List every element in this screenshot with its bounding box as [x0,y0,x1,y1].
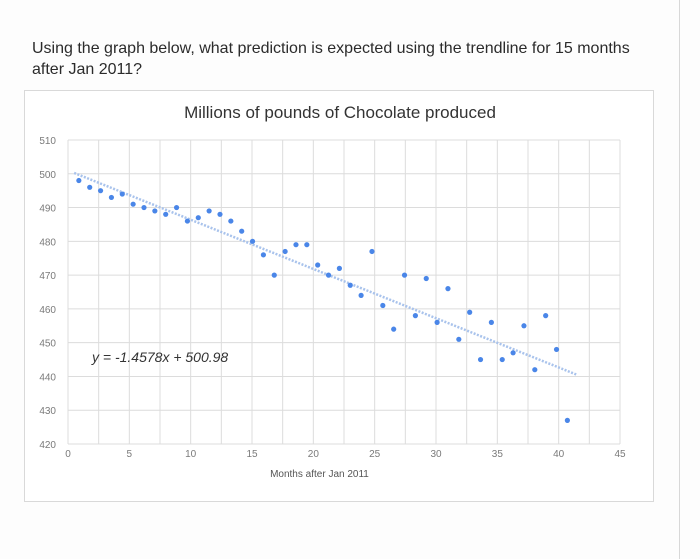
question-line-2: after Jan 2011? [32,61,143,78]
data-point [249,238,256,244]
question-line-1: Using the graph below, what prediction i… [32,40,630,57]
x-tick-label: 20 [308,449,320,460]
x-tick-label: 30 [430,449,442,460]
data-point [293,242,299,248]
y-tick-label: 500 [39,170,56,181]
data-point [315,262,321,268]
y-tick-label: 420 [39,440,56,451]
trendline-equation: y = -1.4578x + 500.98 [91,349,228,365]
data-point [195,215,201,221]
y-tick-label: 490 [39,204,56,215]
x-tick-label: 15 [246,449,258,460]
data-point [369,248,375,255]
data-point [434,319,440,325]
data-point [282,248,288,255]
x-tick-label: 40 [553,449,565,460]
data-point [97,188,104,194]
y-tick-label: 510 [39,136,56,147]
y-tick-label: 430 [39,406,56,417]
data-point [564,417,570,423]
y-tick-label: 460 [39,305,56,316]
data-point [163,211,169,217]
data-point [76,177,82,184]
x-axis-label: Months after Jan 2011 [270,469,369,480]
data-point [347,282,353,288]
data-point [325,272,332,278]
data-point [532,367,538,373]
data-point [510,350,516,356]
data-point [358,292,364,298]
data-point [217,211,223,217]
data-point [543,313,549,319]
x-tick-label: 5 [127,449,133,460]
data-point [130,201,136,207]
data-point [445,286,451,292]
trendline [73,171,578,376]
data-point [477,356,484,363]
y-tick-label: 480 [39,237,56,248]
data-point [141,204,147,211]
data-point [553,346,560,353]
data-point [380,302,386,309]
question-text: Using the graph below, what prediction i… [32,38,652,80]
data-point [260,252,267,258]
data-point [456,336,462,342]
x-tick-label: 10 [185,449,197,460]
data-point [87,184,93,190]
panel-border [679,0,680,559]
data-point [239,228,245,234]
data-point [271,272,277,278]
data-point [228,218,234,224]
data-point [391,326,397,332]
data-point [521,323,527,329]
data-point [467,309,473,315]
data-point [499,356,505,363]
data-point [108,194,115,201]
x-tick-label: 45 [614,449,626,460]
data-point [152,208,158,214]
x-tick-label: 0 [65,449,71,460]
y-tick-label: 440 [39,372,56,383]
data-point [304,242,310,248]
data-point [488,319,494,325]
x-tick-label: 25 [369,449,381,460]
x-tick-label: 35 [492,449,504,460]
y-tick-label: 450 [39,339,56,350]
data-point [119,191,125,197]
data-point [401,272,408,278]
data-point [423,275,429,282]
data-point [412,313,418,319]
data-point [336,265,342,271]
chart-title: Millions of pounds of Chocolate produced [184,103,496,122]
data-point [184,218,191,224]
y-tick-label: 470 [39,271,56,282]
data-point [173,204,180,211]
data-point [206,208,212,214]
